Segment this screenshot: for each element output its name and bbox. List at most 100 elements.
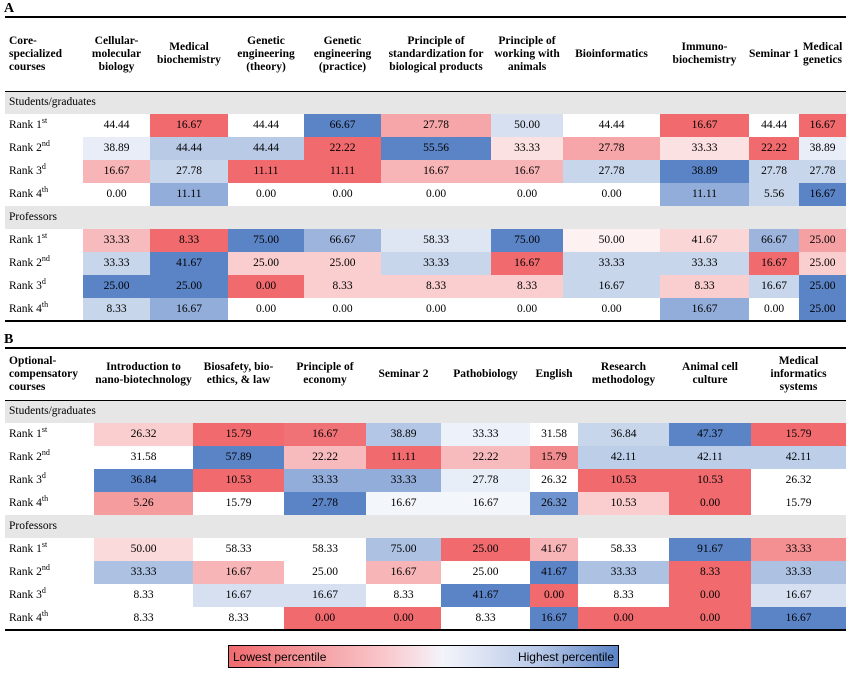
heatmap-cell: 8.33: [94, 584, 193, 607]
heatmap-cell: 47.37: [669, 423, 751, 446]
column-header: Cellular-molecular biology: [83, 16, 150, 92]
heatmap-cell: 33.33: [491, 137, 563, 160]
heatmap-cell: 16.67: [530, 607, 578, 631]
heatmap-cell: 26.32: [530, 492, 578, 515]
legend-low-label: Lowest percentile: [233, 650, 327, 664]
heatmap-cell: 58.33: [193, 538, 284, 561]
panel-b-table: Optional-compensatory courses Introductio…: [5, 347, 846, 631]
heatmap-cell: 33.33: [83, 252, 150, 275]
heatmap-cell: 15.79: [751, 492, 846, 515]
heatmap-cell: 58.33: [284, 538, 366, 561]
heatmap-cell: 44.44: [83, 114, 150, 137]
column-header: Biosafety, bio-ethics, & law: [193, 347, 284, 401]
heatmap-cell: 16.67: [660, 298, 749, 322]
heatmap-cell: 5.26: [94, 492, 193, 515]
heatmap-cell: 0.00: [491, 298, 563, 322]
row-label: Rank 1st: [9, 425, 48, 440]
heatmap-cell: 16.67: [799, 114, 846, 137]
heatmap-cell: 16.67: [749, 275, 799, 298]
heatmap-cell: 27.78: [563, 137, 660, 160]
heatmap-cell: 33.33: [751, 538, 846, 561]
heatmap-cell: 58.33: [578, 538, 669, 561]
heatmap-cell: 25.00: [799, 229, 846, 252]
heatmap-cell: 8.33: [491, 275, 563, 298]
heatmap-cell: 11.11: [150, 183, 228, 206]
column-header: Genetic engineering (theory): [228, 16, 304, 92]
heatmap-cell: 0.00: [669, 492, 751, 515]
heatmap-cell: 27.78: [381, 114, 491, 137]
heatmap-cell: 25.00: [150, 275, 228, 298]
heatmap-cell: 33.33: [366, 469, 441, 492]
heatmap-cell: 11.11: [304, 160, 381, 183]
heatmap-cell: 8.33: [94, 607, 193, 631]
heatmap-cell: 8.33: [578, 584, 669, 607]
heatmap-cell: 22.22: [304, 137, 381, 160]
heatmap-cell: 0.00: [669, 584, 751, 607]
heatmap-cell: 33.33: [284, 469, 366, 492]
heatmap-cell: 0.00: [83, 183, 150, 206]
heatmap-cell: 31.58: [530, 423, 578, 446]
row-label: Rank 1st: [9, 231, 48, 246]
heatmap-cell: 5.56: [749, 183, 799, 206]
heatmap-cell: 44.44: [150, 137, 228, 160]
heatmap-cell: 38.89: [83, 137, 150, 160]
heatmap-cell: 75.00: [228, 229, 304, 252]
heatmap-cell: 31.58: [94, 446, 193, 469]
heatmap-cell: 8.33: [660, 275, 749, 298]
heatmap-cell: 33.33: [578, 561, 669, 584]
heatmap-cell: 16.67: [150, 114, 228, 137]
heatmap-cell: 50.00: [563, 229, 660, 252]
row-label: Rank 2nd: [9, 254, 50, 269]
heatmap-cell: 11.11: [366, 446, 441, 469]
column-header: Research methodology: [578, 347, 669, 401]
heatmap-cell: 38.89: [660, 160, 749, 183]
heatmap-cell: 33.33: [381, 252, 491, 275]
column-header: Introduction to nano-biotechnology: [94, 347, 193, 401]
heatmap-cell: 16.67: [193, 584, 284, 607]
heatmap-cell: 0.00: [304, 183, 381, 206]
heatmap-cell: 26.32: [751, 469, 846, 492]
heatmap-cell: 16.67: [366, 492, 441, 515]
heatmap-cell: 15.79: [193, 492, 284, 515]
legend-high-label: Highest percentile: [517, 650, 614, 664]
heatmap-cell: 0.00: [284, 607, 366, 631]
heatmap-cell: 41.67: [530, 538, 578, 561]
heatmap-cell: 26.32: [530, 469, 578, 492]
heatmap-cell: 16.67: [660, 114, 749, 137]
heatmap-cell: 0.00: [381, 298, 491, 322]
panel-a-table: Core-specialized courses Cellular-molecul…: [5, 16, 846, 322]
corner-header: Core-specialized courses: [5, 16, 83, 92]
heatmap-cell: 8.33: [193, 607, 284, 631]
heatmap-cell: 66.67: [304, 114, 381, 137]
heatmap-cell: 33.33: [660, 137, 749, 160]
panel-a-label: A: [4, 1, 15, 16]
heatmap-cell: 44.44: [228, 137, 304, 160]
heatmap-cell: 38.89: [366, 423, 441, 446]
heatmap-cell: 10.53: [193, 469, 284, 492]
heatmap-cell: 0.00: [228, 275, 304, 298]
row-label: Rank 2nd: [9, 563, 50, 578]
column-header: Bioinformatics: [563, 16, 660, 92]
heatmap-cell: 8.33: [150, 229, 228, 252]
heatmap-cell: 0.00: [228, 183, 304, 206]
heatmap-cell: 75.00: [366, 538, 441, 561]
heatmap-cell: 42.11: [578, 446, 669, 469]
heatmap-cell: 66.67: [749, 229, 799, 252]
heatmap-cell: 25.00: [441, 561, 530, 584]
row-label: Rank 3d: [9, 586, 46, 601]
heatmap-cell: 10.53: [578, 469, 669, 492]
heatmap-cell: 66.67: [304, 229, 381, 252]
heatmap-cell: 22.22: [284, 446, 366, 469]
heatmap-cell: 16.67: [83, 160, 150, 183]
heatmap-cell: 8.33: [83, 298, 150, 322]
column-header: Pathobiology: [441, 347, 530, 401]
heatmap-cell: 10.53: [578, 492, 669, 515]
row-label: Rank 1st: [9, 540, 48, 555]
heatmap-cell: 33.33: [94, 561, 193, 584]
column-header: Animal cell culture: [669, 347, 751, 401]
heatmap-cell: 33.33: [660, 252, 749, 275]
heatmap-cell: 25.00: [83, 275, 150, 298]
column-header: Immuno-biochemistry: [660, 16, 749, 92]
group-header: Professors: [5, 515, 846, 538]
heatmap-cell: 27.78: [799, 160, 846, 183]
